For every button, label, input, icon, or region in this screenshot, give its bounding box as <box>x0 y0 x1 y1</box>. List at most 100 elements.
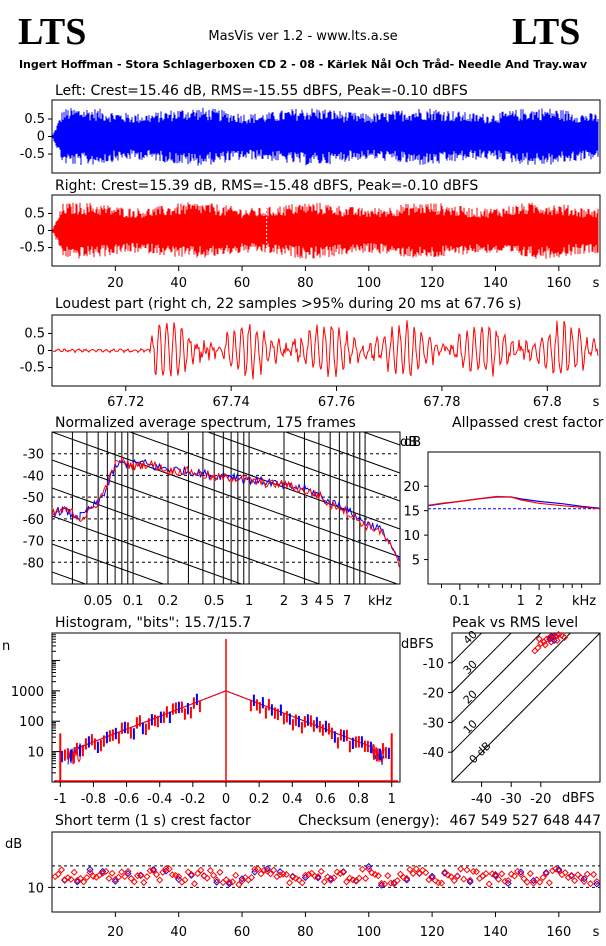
short-term-point-right <box>447 873 455 881</box>
peak-rms-crest-line <box>452 633 571 753</box>
short-term-point-right <box>463 866 471 874</box>
loudest-part-title: Loudest part (right ch, 22 samples >95% … <box>55 296 521 312</box>
short-term-point-right <box>412 865 420 873</box>
crest-frame <box>427 451 601 585</box>
short-term-point-right <box>156 876 164 884</box>
short-term-point-right <box>203 874 211 882</box>
histogram-xtick-label: -0.8 <box>81 792 106 807</box>
short-term-point-right <box>482 870 490 878</box>
short-term-point-right <box>254 865 262 873</box>
short-term-point-left <box>428 872 436 880</box>
spectrum-slope-line <box>52 515 243 584</box>
spectrum-slope-line <box>206 432 400 502</box>
peak-rms-point-right <box>547 638 555 646</box>
spectrum-slope-line <box>284 432 400 474</box>
logo-left: LTS <box>18 11 86 53</box>
spectrum-slope-line <box>52 264 400 389</box>
spectrum-ytick-label: -50 <box>23 491 44 506</box>
short-term-point-right <box>105 874 113 882</box>
right-xtick-label: 100 <box>356 276 381 291</box>
short-term-xtick-label: 20 <box>107 925 124 940</box>
spectrum-xtick-label: 0.5 <box>204 594 225 609</box>
histogram-xtick-label: 0.8 <box>348 792 369 807</box>
short-term-xtick-label: 40 <box>170 925 187 940</box>
short-term-point-right <box>577 874 585 882</box>
short-term-point-right <box>194 870 202 878</box>
short-term-point-right <box>54 870 62 878</box>
spectrum-xunit: kHz <box>368 594 392 609</box>
short-term-point-right <box>526 870 534 878</box>
short-term-point-right <box>197 866 205 874</box>
loudest-signal <box>52 320 599 380</box>
short-term-xtick-label: 100 <box>356 925 381 940</box>
right-xtick-label: 40 <box>170 276 187 291</box>
short-term-point-right <box>362 874 370 882</box>
histogram-xtick-label: -0.6 <box>114 792 139 807</box>
short-term-point-right <box>450 877 458 885</box>
short-term-point-right <box>529 879 538 887</box>
short-term-point-right <box>216 868 224 876</box>
short-term-point-right <box>586 880 595 888</box>
short-term-point-right <box>317 867 325 875</box>
crest-factor-title: Allpassed crest factor <box>452 415 604 431</box>
short-term-point-right <box>121 873 129 881</box>
loudest-xtick-label: 67.74 <box>213 395 250 410</box>
peak-rms-crest-label: 10 <box>461 717 480 736</box>
short-term-point-left <box>542 869 550 877</box>
peak-rms-crest-line <box>452 633 600 782</box>
spectrum-xtick-label: 5 <box>326 594 334 609</box>
histogram-ylabel: n <box>2 639 10 654</box>
short-term-point-right <box>396 870 404 878</box>
right-waveform-ytick-label: 0.5 <box>24 206 45 221</box>
short-term-point-right <box>520 875 528 883</box>
short-term-point-right <box>393 877 401 885</box>
right-xtick-label: 140 <box>483 276 508 291</box>
short-term-point-right <box>86 868 94 876</box>
short-term-point-right <box>152 870 161 878</box>
short-term-point-right <box>460 875 468 883</box>
short-term-point-right <box>542 870 550 878</box>
short-term-point-right <box>457 865 465 873</box>
right-xunit: s <box>593 276 600 291</box>
spectrum-xtick-label: 0.2 <box>158 594 179 609</box>
left-waveform-ytick-label: 0.5 <box>24 112 45 127</box>
short-term-point-right <box>70 868 78 876</box>
right-waveform-signal <box>52 202 599 259</box>
short-term-point-right <box>257 870 265 878</box>
short-term-point-right <box>286 879 294 887</box>
short-term-point-right <box>292 874 300 882</box>
short-term-point-right <box>235 881 243 889</box>
short-term-frame <box>51 831 601 913</box>
peak-rms-crest-line <box>452 633 512 693</box>
short-term-point-right <box>453 872 461 880</box>
short-term-point-right <box>314 873 322 881</box>
short-term-point-right <box>444 871 452 879</box>
short-term-point-right <box>191 880 199 888</box>
histogram-ytick-label: 100 <box>19 715 44 730</box>
short-term-point-right <box>83 874 91 882</box>
short-term-point-right <box>580 878 588 886</box>
spectrum-frame <box>51 431 401 585</box>
short-term-crest-title: Short term (1 s) crest factor <box>55 813 251 829</box>
right-xtick-label: 60 <box>234 276 251 291</box>
peak-rms-xtick-label: -30 <box>501 792 522 807</box>
short-term-point-right <box>187 870 195 878</box>
short-term-xtick-label: 140 <box>483 925 508 940</box>
short-term-point-right <box>57 866 66 874</box>
right-xtick-label: 20 <box>107 276 124 291</box>
spectrum-title: Normalized average spectrum, 175 frames <box>55 415 356 431</box>
histogram-xtick-label: 0.4 <box>282 792 303 807</box>
spectrum-xtick-label: 1 <box>245 594 253 609</box>
short-term-point-right <box>127 874 135 882</box>
short-term-point-right <box>346 874 354 882</box>
spectrum-slope-line <box>128 432 400 530</box>
short-term-point-right <box>590 870 598 878</box>
logo-right: LTS <box>512 11 580 53</box>
short-term-point-right <box>213 876 221 884</box>
loudest-xtick-label: 67.72 <box>107 395 144 410</box>
spectrum-xtick-label: 0.1 <box>123 594 144 609</box>
peak-rms-crest-line <box>452 633 482 664</box>
left-waveform-ytick-label: 0 <box>37 130 45 145</box>
spectrum-ytick-label: -70 <box>23 535 44 550</box>
